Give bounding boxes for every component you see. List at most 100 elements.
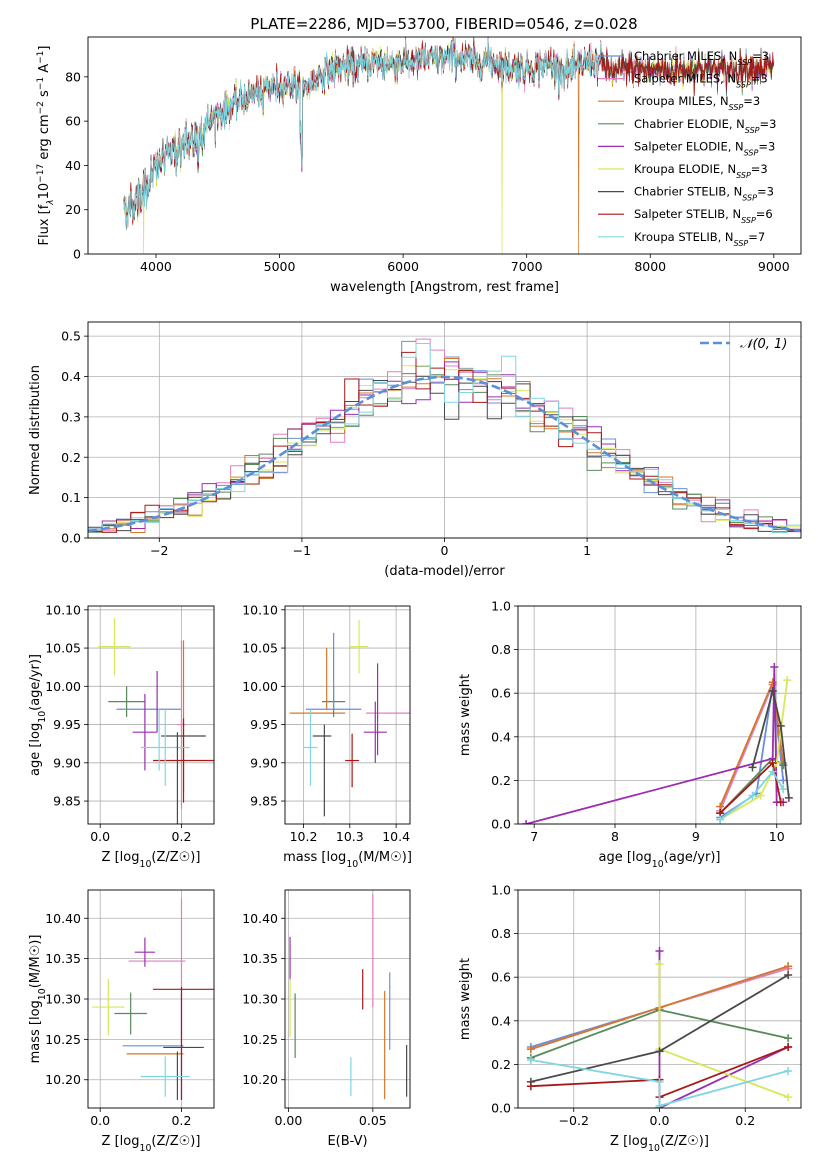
weight-line-chabrier-stelib xyxy=(751,690,790,798)
plot-area xyxy=(88,338,801,534)
label-text: age [ xyxy=(599,850,632,865)
figure-title: PLATE=2286, MJD=53700, FIBERID=0546, z=0… xyxy=(250,15,637,33)
y-tick-label: 0.4 xyxy=(61,369,81,384)
label-text: log xyxy=(326,850,346,865)
y-tick-label: 0.2 xyxy=(491,773,511,788)
x-axis-label: mass [log10(M/M☉)] xyxy=(283,850,412,870)
y-tick-label: 60 xyxy=(65,114,81,129)
y-tick-label: 10.40 xyxy=(242,911,278,926)
label-text: −2 xyxy=(36,101,46,114)
plus-marker xyxy=(526,1056,535,1065)
label-subscript: 10 xyxy=(37,988,48,1000)
plus-marker xyxy=(748,763,757,772)
plus-marker xyxy=(776,798,785,807)
y-tick-label: 9.90 xyxy=(53,755,81,770)
x-axis-label: Z [log10(Z/Z☉)] xyxy=(102,1134,201,1154)
legend-entry: Salpeter ELODIE, NSSP=3 xyxy=(634,139,775,157)
label-text: log xyxy=(28,723,43,743)
label-text: log xyxy=(628,1134,648,1149)
x-tick-label: 8000 xyxy=(634,259,666,274)
legend-entry: Chabrier STELIB, NSSP=3 xyxy=(634,185,774,203)
x-axis-label: Z [log10(Z/Z☉)] xyxy=(102,850,201,870)
y-axis-label: age [log10(age/yr)] xyxy=(28,654,48,776)
x-tick-label: 10.3 xyxy=(336,829,364,844)
x-tick-label: 0.2 xyxy=(735,1113,755,1128)
legend-subscript: SSP xyxy=(736,171,751,180)
plus-marker xyxy=(655,1047,664,1056)
weight-line-kroupa-stelib xyxy=(530,1059,789,1107)
y-tick-label: 80 xyxy=(65,69,81,84)
label-subscript: 10 xyxy=(140,859,152,870)
weight-line-kroupa-stelib xyxy=(719,770,784,821)
legend-entry: Kroupa ELODIE, NSSP=3 xyxy=(634,162,768,180)
y-tick-label: 10.10 xyxy=(45,602,81,617)
plot-area xyxy=(98,618,214,824)
axes-frame xyxy=(87,321,802,539)
plus-marker xyxy=(526,1045,535,1054)
plus-marker xyxy=(748,791,757,800)
label-subscript: 10 xyxy=(37,711,48,723)
gridlines xyxy=(88,606,214,824)
label-text: Flux [f xyxy=(37,204,52,245)
x-axis-label: age [log10(age/yr)] xyxy=(599,850,721,870)
label-subscript: 10 xyxy=(652,859,664,870)
y-tick-label: 0.6 xyxy=(491,686,511,701)
axes-frame xyxy=(517,889,802,1109)
plus-marker xyxy=(784,793,793,802)
y-axis-label: mass [log10(M/M☉)] xyxy=(28,935,48,1064)
y-tick-label: 1.0 xyxy=(491,599,511,614)
legend-subscript: SSP xyxy=(744,148,759,157)
histogram-kroupa-stelib xyxy=(88,343,801,534)
label-text: 10 xyxy=(37,183,52,200)
x-tick-label: 10 xyxy=(769,829,785,844)
y-axis-label: Normed distribution xyxy=(28,365,43,495)
y-tick-label: 10.25 xyxy=(45,1032,81,1047)
label-text: Z [ xyxy=(102,1134,120,1149)
y-tick-label: 0.0 xyxy=(491,1101,511,1116)
y-tick-label: 0.0 xyxy=(61,531,81,546)
x-tick-label: 5000 xyxy=(264,259,296,274)
label-text: Z [ xyxy=(102,850,120,865)
y-tick-label: 40 xyxy=(65,158,81,173)
y-tick-label: 9.95 xyxy=(53,717,81,732)
label-text: mass [ xyxy=(28,1020,43,1063)
axes-frame xyxy=(517,605,802,825)
x-tick-label: 8 xyxy=(611,829,619,844)
y-tick-label: 10.20 xyxy=(45,1072,81,1087)
plus-marker xyxy=(783,676,792,685)
legend-series-name: Chabrier ELODIE, N xyxy=(634,117,745,131)
axes-frame xyxy=(87,36,802,255)
x-tick-label: 9000 xyxy=(758,259,790,274)
legend-subscript: SSP xyxy=(729,103,744,112)
legend-entry: 𝒩(0, 1) xyxy=(740,337,787,352)
x-tick-label: −2 xyxy=(150,543,168,558)
legend-nssp: =3 xyxy=(758,139,775,153)
y-tick-label: 0.2 xyxy=(61,450,81,465)
y-tick-label: 9.85 xyxy=(53,794,81,809)
plus-marker xyxy=(770,663,779,672)
plus-marker xyxy=(655,960,664,969)
y-tick-label: 0.8 xyxy=(491,926,511,941)
plus-marker xyxy=(655,1077,664,1086)
label-text: log xyxy=(120,1134,140,1149)
legend-nssp: =3 xyxy=(751,72,768,86)
x-axis-label: E(B-V) xyxy=(327,1134,367,1149)
plus-marker xyxy=(655,947,664,956)
axes-frame xyxy=(284,605,411,825)
axes: 4000 5000 6000 7000 8000 9000 0 20 40 60 80 wavelen… xyxy=(36,36,802,295)
y-axis-label: mass weight xyxy=(458,674,473,756)
plus-marker xyxy=(784,1042,793,1051)
plus-marker xyxy=(768,767,777,776)
normal-reference-curve xyxy=(88,375,801,533)
panel-weight_vs_Z: −0.2 0.0 0.2 0.0 0.2 0.4 0.6 0.8 1.0 Z [log10(Z/Z… xyxy=(458,883,802,1154)
plus-marker xyxy=(784,1034,793,1043)
label-text: (M/M☉)] xyxy=(28,935,43,989)
label-text: mass weight xyxy=(458,958,473,1040)
label-text: ] xyxy=(37,46,52,51)
axes: −2 −1 0 1 2 0.0 0.1 0.2 0.3 0.4 0.5 (data-model)/er… xyxy=(28,321,802,579)
